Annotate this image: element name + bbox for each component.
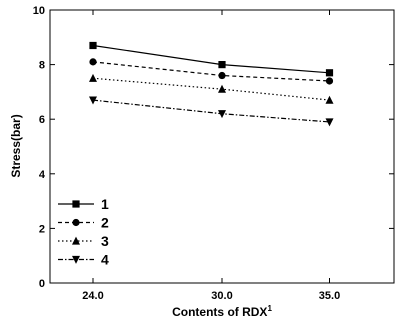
series-2-point — [218, 71, 226, 80]
legend: 1 2 3 4 — [58, 196, 109, 268]
series-4-point — [89, 96, 97, 105]
x-axis-title-superscript: 1 — [267, 304, 272, 313]
series-4-point — [325, 118, 334, 127]
legend-marker — [72, 200, 80, 208]
y-tick-label: 8 — [39, 60, 45, 72]
series-1-point — [325, 69, 334, 77]
legend-label: 3 — [101, 233, 109, 249]
x-tick-label: 35.0 — [319, 290, 340, 302]
x-axis: 24.0 30.0 35.0 — [82, 10, 340, 302]
series-3-point — [325, 95, 334, 104]
legend-marker — [72, 218, 80, 227]
series-3 — [89, 73, 334, 104]
legend-marker — [72, 255, 80, 264]
series-1-point — [89, 41, 97, 50]
series-layer — [89, 41, 334, 127]
series-2 — [89, 58, 334, 85]
y-tick-label: 6 — [39, 114, 45, 126]
series-4-point — [218, 110, 226, 119]
y-tick-label: 4 — [39, 169, 46, 181]
legend-label: 4 — [101, 252, 109, 268]
legend-item-4: 4 — [58, 252, 109, 268]
series-3-point — [89, 73, 97, 82]
y-tick-label: 2 — [39, 223, 45, 235]
series-1 — [89, 41, 334, 77]
y-axis-title: Stress(bar) — [9, 114, 23, 177]
series-3-point — [218, 84, 226, 93]
y-tick-label: 10 — [33, 5, 45, 17]
legend-item-3: 3 — [58, 233, 109, 249]
series-2-point — [89, 58, 97, 66]
x-tick-label: 24.0 — [82, 290, 103, 302]
plot-area — [49, 9, 395, 284]
x-axis-title-group: Contents of RDX1 — [172, 304, 272, 319]
legend-label: 1 — [101, 196, 109, 212]
series-2-point — [325, 77, 334, 85]
legend-item-2: 2 — [58, 215, 109, 231]
legend-item-1: 1 — [58, 196, 109, 212]
y-tick-label: 0 — [39, 278, 45, 290]
x-axis-title: Contents of RDX — [172, 305, 267, 319]
series-4 — [89, 96, 334, 127]
series-1-point — [218, 61, 226, 69]
x-tick-label: 30.0 — [211, 290, 232, 302]
legend-marker — [72, 236, 80, 245]
y-axis: 0 2 4 6 8 10 — [33, 5, 394, 290]
legend-label: 2 — [101, 215, 109, 231]
